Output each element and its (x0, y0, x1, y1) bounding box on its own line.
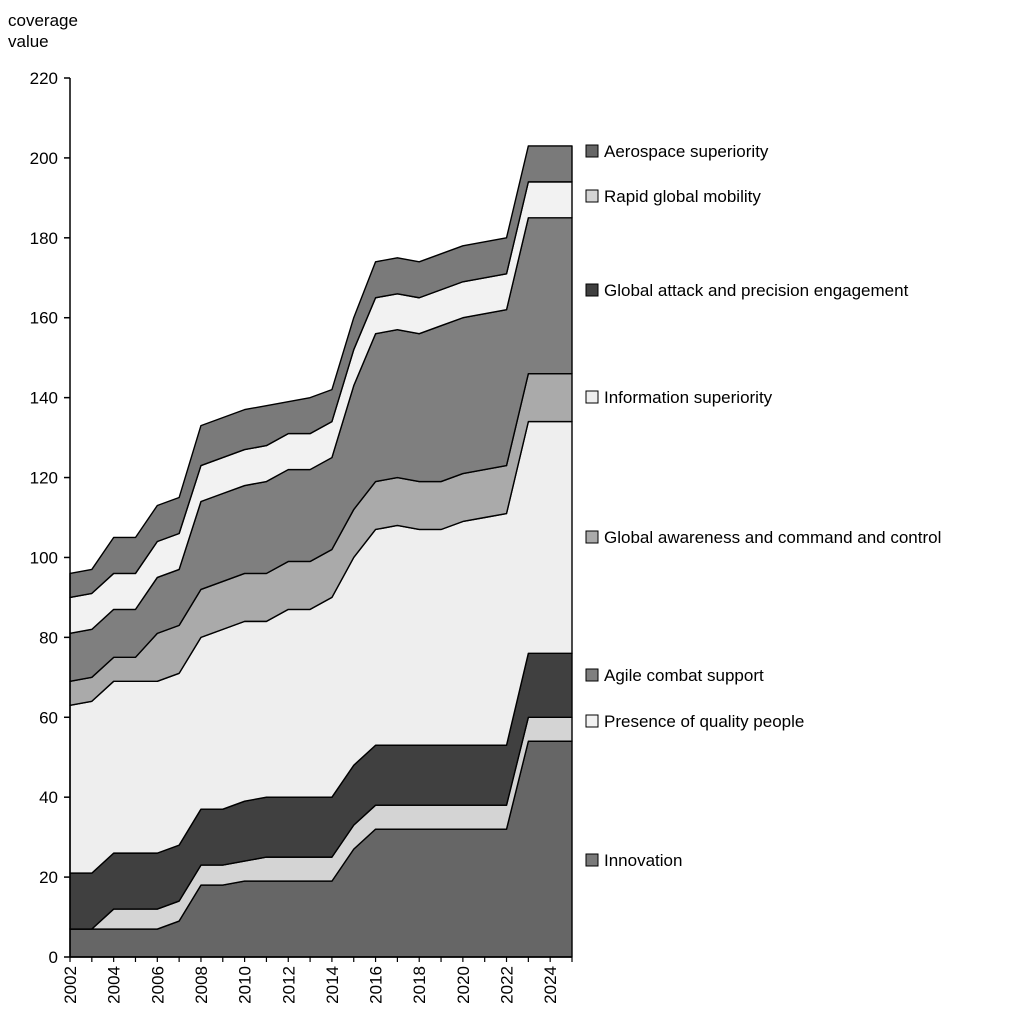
area-innovation (69, 145, 573, 599)
x-tick-label: 2004 (105, 966, 124, 1004)
legend-swatch-agile-combat-support (585, 668, 599, 682)
y-tick-label: 120 (30, 469, 58, 488)
legend-label-presence-of-quality-people: Presence of quality people (604, 712, 804, 731)
legend-swatch-innovation (585, 853, 599, 867)
legend-label-aerospace-superiority: Aerospace superiority (604, 142, 769, 161)
y-tick-label: 200 (30, 149, 58, 168)
x-tick-label: 2002 (61, 966, 80, 1004)
x-tick-label: 2020 (454, 966, 473, 1004)
legend-swatch-global-attack-and-precision-engagement (585, 283, 599, 297)
x-tick-label: 2016 (367, 966, 386, 1004)
x-ticks: 2002 2004 2006 2008 2010 2012 2014 2016 2018 2020… (61, 957, 573, 1004)
legend-label-global-awareness-and-command-and-control: Global awareness and command and control (604, 528, 941, 547)
y-axis-title-line: value (8, 32, 49, 51)
y-tick-label: 100 (30, 548, 58, 567)
y-tick-label: 180 (30, 229, 58, 248)
y-tick-label: 220 (30, 69, 58, 88)
x-tick-label: 2022 (498, 966, 517, 1004)
x-tick-label: 2008 (192, 966, 211, 1004)
x-tick-label: 2014 (323, 966, 342, 1004)
y-tick-label: 80 (39, 628, 58, 647)
y-tick-label: 160 (30, 309, 58, 328)
legend-swatch-information-superiority (585, 390, 599, 404)
y-tick-label: 60 (39, 708, 58, 727)
x-tick-label: 2010 (236, 966, 255, 1004)
legend-label-rapid-global-mobility: Rapid global mobility (604, 187, 761, 206)
axes-layer (69, 78, 572, 958)
y-axis-title-line: coverage (8, 11, 78, 30)
legend-label-agile-combat-support: Agile combat support (604, 666, 764, 685)
y-axis-title: coverage value (8, 11, 78, 51)
legend-label-global-attack-and-precision-engagement: Global attack and precision engagement (604, 281, 909, 300)
y-tick-label: 0 (49, 948, 58, 967)
legend: Aerospace superiority Rapid global mobili… (585, 142, 941, 870)
y-tick-label: 140 (30, 389, 58, 408)
y-tick-label: 40 (39, 788, 58, 807)
legend-swatch-rapid-global-mobility (585, 189, 599, 203)
x-tick-label: 2012 (279, 966, 298, 1004)
x-tick-label: 2024 (541, 966, 560, 1004)
legend-label-information-superiority: Information superiority (604, 388, 773, 407)
legend-swatch-presence-of-quality-people (585, 714, 599, 728)
legend-swatch-aerospace-superiority (585, 144, 599, 158)
y-tick-label: 20 (39, 868, 58, 887)
legend-label-innovation: Innovation (604, 851, 682, 870)
x-tick-label: 2006 (148, 966, 167, 1004)
areas-layer (69, 145, 573, 958)
y-ticks: 0 20 40 60 80 100 120 140 160 180 200 220 (30, 69, 70, 967)
x-tick-label: 2018 (410, 966, 429, 1004)
legend-swatch-global-awareness-and-command-and-control (585, 530, 599, 544)
